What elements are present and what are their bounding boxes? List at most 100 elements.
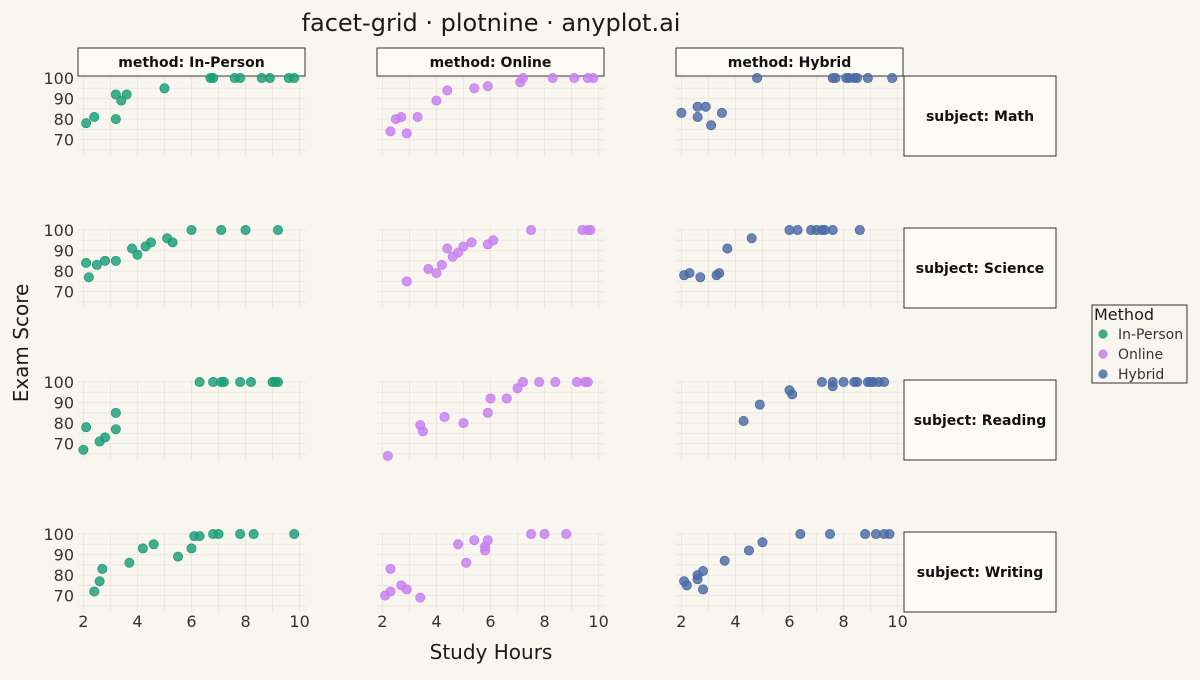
data-point [738,416,749,427]
y-tick-label: 100 [43,525,74,544]
facet-strip-col [376,47,605,77]
legend-label: In-Person [1118,327,1183,343]
data-point [442,243,453,254]
data-point [167,237,178,248]
data-point [137,543,148,554]
data-point [792,225,803,236]
data-point [396,112,407,123]
x-tick-label: 2 [78,612,88,631]
data-point [439,411,450,422]
data-point [482,407,493,418]
panel-grid [78,380,305,460]
data-point [827,381,838,392]
facet-strip-row-label: subject: Science [916,261,1045,277]
y-tick-label: 100 [43,221,74,240]
data-point [862,73,873,84]
data-point [194,531,205,542]
data-point [132,249,143,260]
data-point [695,272,706,283]
x-tick-label: 8 [240,612,250,631]
data-point [854,225,865,236]
x-tick-label: 4 [431,612,441,631]
data-point [186,543,197,554]
data-point [235,529,246,540]
legend-swatch [1098,369,1108,379]
y-axis-title: Exam Score [9,284,33,403]
data-point [385,586,396,597]
data-point [746,233,757,244]
data-point [110,255,121,266]
data-point [235,73,246,84]
data-point [401,276,412,287]
panel-grid [78,228,305,308]
y-tick-label: 70 [54,283,74,302]
data-point [714,268,725,279]
panel-grid [377,380,604,460]
legend-label: Online [1118,347,1163,363]
data-point [787,389,798,400]
data-point [100,432,111,443]
data-point [431,268,442,279]
data-point [461,557,472,568]
facet-panels: method: In-Person method: Online method: H… [43,47,1057,631]
data-point [110,114,121,125]
x-tick-label: 2 [377,612,387,631]
data-point [684,268,695,279]
data-point [417,426,428,437]
x-tick-label: 8 [838,612,848,631]
data-point [289,529,300,540]
data-point [692,112,703,123]
x-tick-label: 10 [588,612,608,631]
data-point [89,112,100,123]
data-point [385,563,396,574]
y-tick-label: 70 [54,435,74,454]
data-point [94,576,105,587]
data-point [719,555,730,566]
data-point [722,243,733,254]
data-point [825,529,836,540]
data-point [681,580,692,591]
data-point [110,424,121,435]
data-point [550,377,561,388]
data-point [272,225,283,236]
x-tick-label: 4 [132,612,142,631]
data-point [561,529,572,540]
y-tick-label: 70 [54,587,74,606]
y-tick-label: 90 [54,546,74,565]
data-point [436,259,447,270]
data-point [716,107,727,118]
data-point [757,537,768,548]
data-point [706,120,717,131]
data-point [208,73,219,84]
data-point [97,563,108,574]
data-point [89,586,100,597]
data-point [547,73,558,84]
legend-label: Hybrid [1118,367,1164,383]
data-point [698,565,709,576]
data-point [289,73,300,84]
facet-strip-row [903,531,1057,613]
panel-grid [676,532,903,612]
facet-strip-col-label: method: Online [430,55,552,71]
data-point [453,539,464,550]
y-tick-label: 90 [54,242,74,261]
data-point [264,73,275,84]
data-point [458,241,469,252]
data-point [415,592,426,603]
data-point [517,377,528,388]
facet-strip-row-label: subject: Writing [917,565,1043,581]
y-tick-label: 80 [54,566,74,585]
x-axis-title: Study Hours [430,640,553,664]
y-tick-label: 80 [54,414,74,433]
facet-strip-col [77,47,306,77]
x-tick-label: 6 [485,612,495,631]
x-tick-label: 2 [676,612,686,631]
chart-title: facet-grid · plotnine · anyplot.ai [302,9,681,37]
data-point [172,551,183,562]
data-point [458,418,469,429]
data-point [466,237,477,248]
data-point [100,255,111,266]
facet-strip-row [903,379,1057,461]
